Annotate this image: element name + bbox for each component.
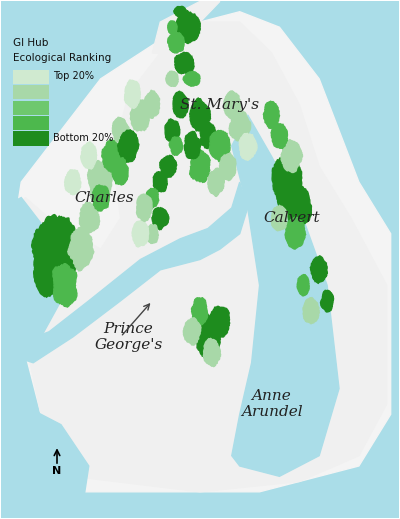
Polygon shape [169,137,183,155]
Polygon shape [102,140,123,172]
Polygon shape [286,186,312,228]
Polygon shape [168,32,184,53]
Polygon shape [272,156,302,210]
Polygon shape [168,21,177,34]
Polygon shape [310,256,327,283]
Polygon shape [68,227,94,271]
Polygon shape [263,101,280,128]
Polygon shape [136,194,152,222]
Text: St. Mary's: St. Mary's [180,98,260,112]
Polygon shape [229,109,251,142]
Polygon shape [239,133,257,160]
Polygon shape [209,306,230,337]
FancyBboxPatch shape [13,116,49,130]
Polygon shape [1,182,248,363]
Polygon shape [146,188,159,209]
Polygon shape [130,100,151,131]
Text: Bottom 20%: Bottom 20% [53,133,114,143]
Polygon shape [144,90,160,118]
Text: Charles: Charles [75,190,134,204]
Polygon shape [190,98,210,131]
Polygon shape [232,115,339,476]
Polygon shape [209,130,230,161]
Text: Ecological Ranking: Ecological Ranking [13,53,112,63]
Polygon shape [320,290,334,312]
Polygon shape [176,11,200,44]
Polygon shape [204,338,221,366]
Polygon shape [271,206,287,231]
Polygon shape [174,6,186,18]
Polygon shape [192,297,208,325]
Polygon shape [152,208,169,230]
Polygon shape [224,91,240,119]
Polygon shape [152,2,220,53]
Polygon shape [132,220,149,247]
Polygon shape [297,275,309,296]
Polygon shape [65,170,81,195]
Polygon shape [1,404,89,517]
Polygon shape [81,142,97,169]
Polygon shape [5,198,57,337]
Polygon shape [208,168,224,196]
Text: Prince
George's: Prince George's [94,322,163,352]
Polygon shape [9,12,391,492]
Polygon shape [147,225,158,243]
Polygon shape [80,202,100,234]
Text: Top 20%: Top 20% [53,71,94,81]
Polygon shape [160,155,177,177]
Polygon shape [124,80,140,108]
Polygon shape [175,52,194,74]
Polygon shape [53,264,77,307]
Polygon shape [190,148,210,182]
Text: Anne
Arundel: Anne Arundel [241,389,302,419]
Polygon shape [183,318,201,345]
FancyBboxPatch shape [13,85,49,100]
Text: N: N [52,466,62,476]
Polygon shape [200,122,216,149]
Polygon shape [196,315,220,358]
Polygon shape [88,160,113,203]
Polygon shape [112,117,129,144]
Text: Calvert: Calvert [263,211,320,225]
Polygon shape [32,215,82,289]
Polygon shape [303,298,319,324]
Polygon shape [220,153,236,181]
Text: GI Hub: GI Hub [13,38,49,48]
Polygon shape [93,185,110,211]
Polygon shape [285,217,306,249]
Polygon shape [173,91,188,118]
Polygon shape [1,198,61,363]
Polygon shape [165,119,180,142]
Polygon shape [183,72,200,86]
Polygon shape [184,131,201,159]
Polygon shape [21,22,387,492]
Polygon shape [166,71,178,86]
FancyBboxPatch shape [13,131,49,146]
Polygon shape [153,172,167,192]
Polygon shape [271,124,288,148]
FancyBboxPatch shape [13,101,49,115]
Polygon shape [118,130,139,162]
Polygon shape [112,158,128,185]
Polygon shape [281,140,302,172]
FancyBboxPatch shape [13,70,49,84]
Polygon shape [34,243,65,297]
